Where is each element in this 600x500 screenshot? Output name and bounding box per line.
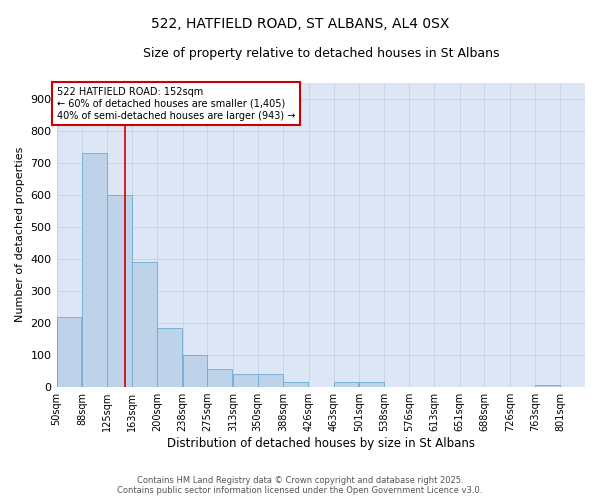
- Bar: [334, 382, 358, 387]
- Text: 522, HATFIELD ROAD, ST ALBANS, AL4 0SX: 522, HATFIELD ROAD, ST ALBANS, AL4 0SX: [151, 18, 449, 32]
- Title: Size of property relative to detached houses in St Albans: Size of property relative to detached ho…: [143, 48, 499, 60]
- Bar: [157, 328, 182, 387]
- Bar: [233, 374, 258, 387]
- Text: 522 HATFIELD ROAD: 152sqm
← 60% of detached houses are smaller (1,405)
40% of se: 522 HATFIELD ROAD: 152sqm ← 60% of detac…: [57, 88, 296, 120]
- Bar: [283, 382, 308, 387]
- X-axis label: Distribution of detached houses by size in St Albans: Distribution of detached houses by size …: [167, 437, 475, 450]
- Bar: [107, 194, 131, 387]
- Bar: [82, 153, 107, 387]
- Bar: [56, 316, 82, 387]
- Bar: [359, 382, 384, 387]
- Bar: [535, 386, 560, 387]
- Bar: [133, 262, 157, 387]
- Y-axis label: Number of detached properties: Number of detached properties: [15, 147, 25, 322]
- Bar: [208, 370, 232, 387]
- Text: Contains HM Land Registry data © Crown copyright and database right 2025.
Contai: Contains HM Land Registry data © Crown c…: [118, 476, 482, 495]
- Bar: [182, 355, 208, 387]
- Bar: [258, 374, 283, 387]
